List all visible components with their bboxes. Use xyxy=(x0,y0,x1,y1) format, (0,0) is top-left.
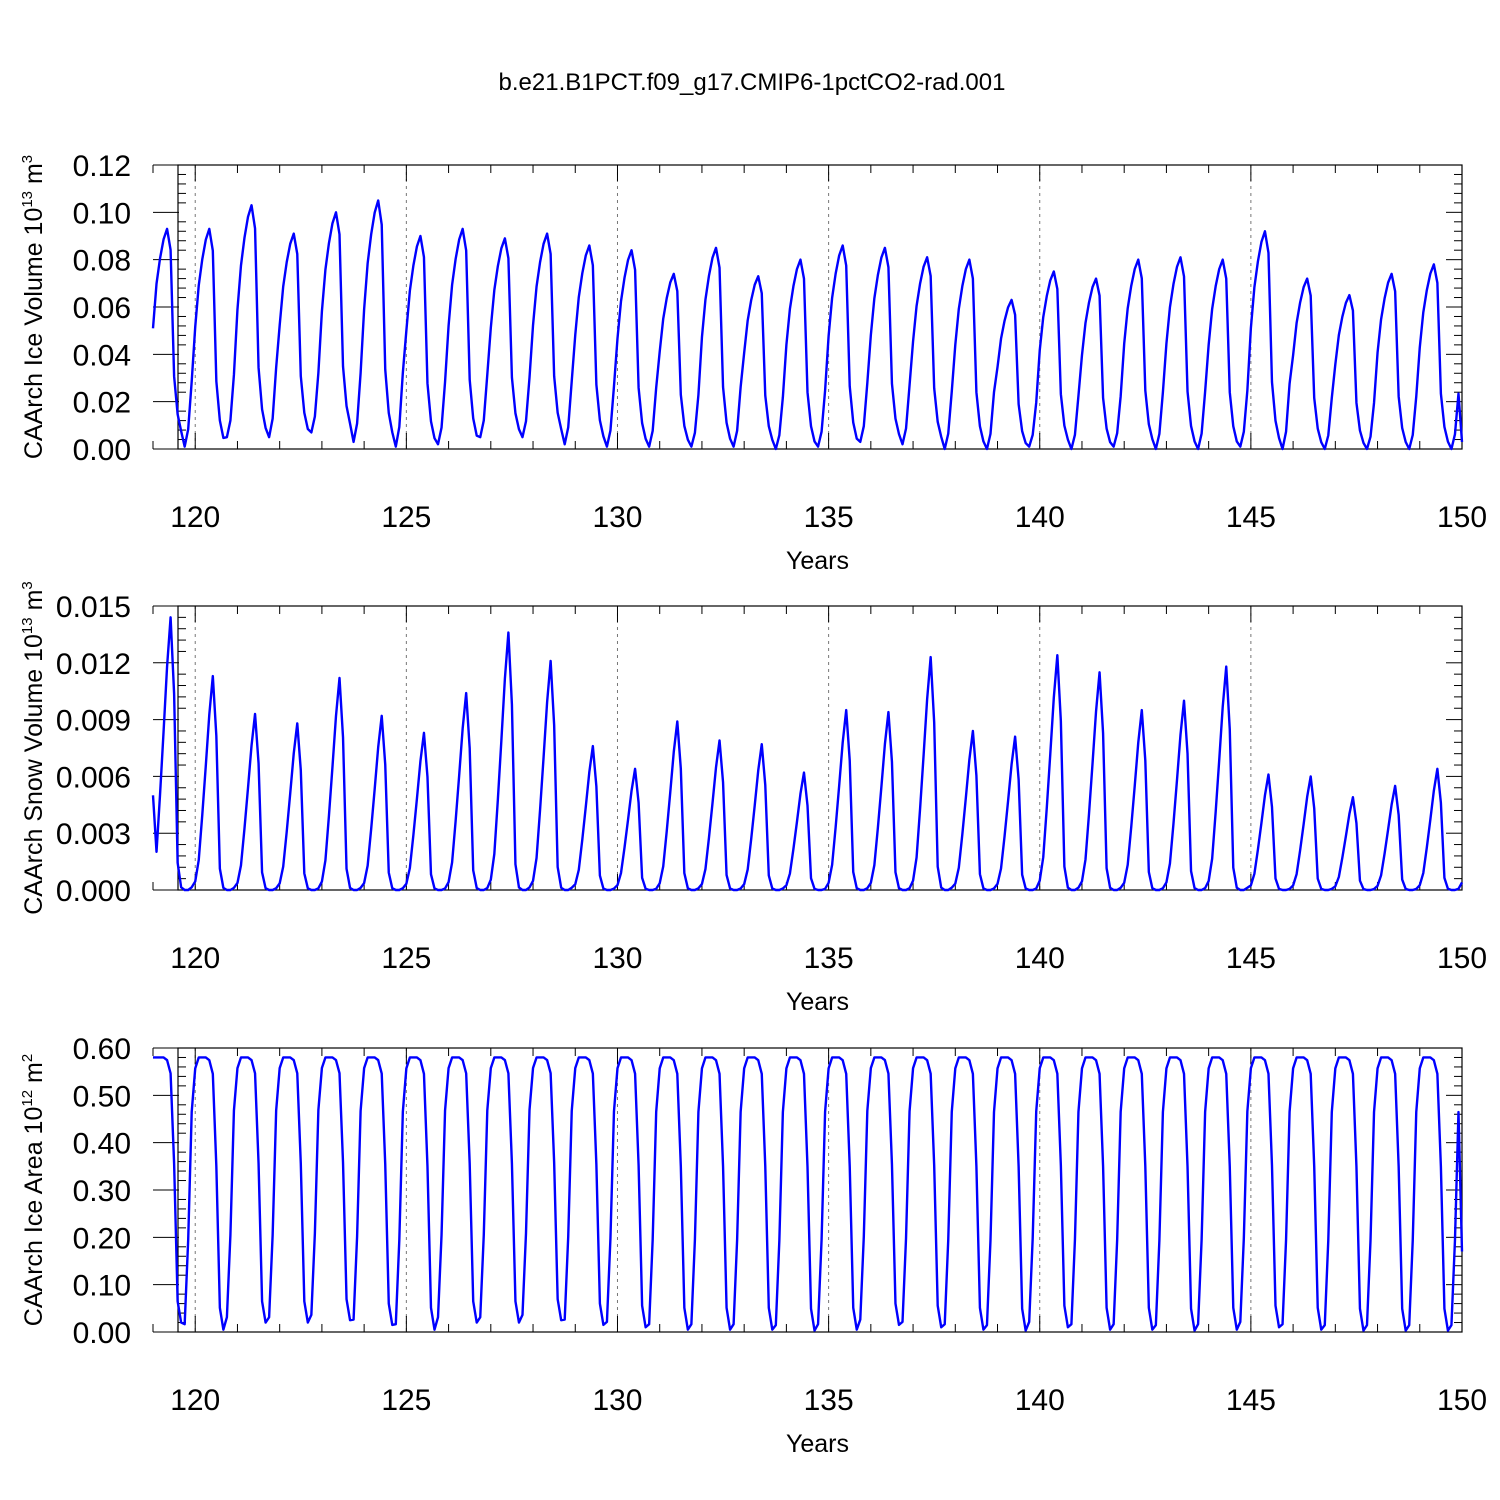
x-tick-label: 130 xyxy=(592,1384,642,1417)
x-tick-label: 125 xyxy=(381,501,431,534)
series-line-snow-volume xyxy=(151,616,1464,892)
series-line-ice-area xyxy=(153,1056,1464,1332)
y-tick-label: 0.006 xyxy=(56,761,131,794)
x-tick-label: 135 xyxy=(804,501,854,534)
x-tick-label: 120 xyxy=(170,501,220,534)
y-tick-label: 0.000 xyxy=(56,875,131,908)
y-tick-label: 0.06 xyxy=(73,292,131,325)
y-tick-label: 0.015 xyxy=(56,591,131,624)
y-tick-label: 0.60 xyxy=(73,1033,131,1066)
y-axis-label: CAArch Ice Volume 1013 m3 xyxy=(19,155,48,459)
x-tick-label: 150 xyxy=(1437,942,1487,975)
y-tick-label: 0.50 xyxy=(73,1080,131,1113)
x-tick-label: 145 xyxy=(1226,501,1276,534)
x-tick-label: 150 xyxy=(1437,1384,1487,1417)
x-tick-label: 120 xyxy=(170,1384,220,1417)
x-tick-label: 120 xyxy=(170,942,220,975)
x-tick-label: 140 xyxy=(1015,942,1065,975)
x-tick-label: 145 xyxy=(1226,1384,1276,1417)
panel-ice-volume: 120 125 130 135 140 145 150 0.00 0.02 0.04 0.06 0.0… xyxy=(19,150,1487,575)
x-tick-label: 130 xyxy=(592,501,642,534)
series-line-ice-volume xyxy=(151,199,1464,451)
y-tick-label: 0.04 xyxy=(73,339,131,372)
y-tick-label: 0.10 xyxy=(73,197,131,230)
y-tick-label: 0.12 xyxy=(73,150,131,183)
x-axis-label: Years xyxy=(786,1430,849,1458)
x-tick-label: 135 xyxy=(804,1384,854,1417)
x-tick-label: 140 xyxy=(1015,1384,1065,1417)
x-axis-label: Years xyxy=(786,547,849,575)
y-axis-label: CAArch Ice Area 1012 m2 xyxy=(19,1054,48,1326)
y-tick-label: 0.012 xyxy=(56,648,131,681)
x-tick-label: 145 xyxy=(1226,942,1276,975)
chart-title: b.e21.B1PCT.f09_g17.CMIP6-1pctCO2-rad.00… xyxy=(499,69,1006,96)
x-tick-label: 150 xyxy=(1437,501,1487,534)
x-tick-label: 135 xyxy=(804,942,854,975)
y-tick-label: 0.20 xyxy=(73,1222,131,1255)
y-axis-label: CAArch Snow Volume 1013 m3 xyxy=(19,581,48,915)
x-tick-label: 125 xyxy=(381,942,431,975)
panel-ice-area: 120 125 130 135 140 145 150 0.00 0.10 0.20 0.30 0.4… xyxy=(19,1033,1487,1458)
y-tick-label: 0.10 xyxy=(73,1270,131,1303)
y-tick-label: 0.02 xyxy=(73,387,131,420)
panel-snow-volume: 120 125 130 135 140 145 150 0.000 0.003 0.006 0.00… xyxy=(19,581,1487,1016)
x-axis-label: Years xyxy=(786,988,849,1016)
x-tick-label: 125 xyxy=(381,1384,431,1417)
x-tick-label: 140 xyxy=(1015,501,1065,534)
y-tick-label: 0.40 xyxy=(73,1128,131,1161)
y-tick-label: 0.003 xyxy=(56,818,131,851)
x-tick-label: 130 xyxy=(592,942,642,975)
y-tick-label: 0.08 xyxy=(73,245,131,278)
y-tick-label: 0.30 xyxy=(73,1175,131,1208)
y-tick-label: 0.00 xyxy=(73,434,131,467)
y-tick-label: 0.00 xyxy=(73,1317,131,1350)
y-tick-label: 0.009 xyxy=(56,705,131,738)
